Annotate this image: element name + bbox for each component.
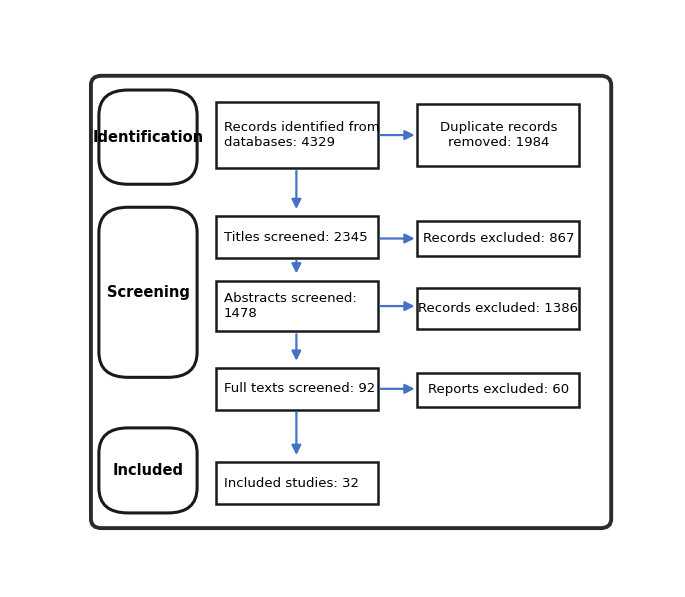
Text: Records identified from
databases: 4329: Records identified from databases: 4329 (223, 121, 379, 149)
FancyBboxPatch shape (417, 221, 580, 256)
FancyBboxPatch shape (216, 281, 377, 331)
FancyBboxPatch shape (216, 217, 377, 258)
Text: Included studies: 32: Included studies: 32 (223, 476, 359, 490)
FancyBboxPatch shape (417, 288, 580, 329)
Text: Titles screened: 2345: Titles screened: 2345 (223, 230, 367, 244)
FancyBboxPatch shape (91, 76, 611, 528)
Text: Screening: Screening (107, 285, 190, 300)
FancyBboxPatch shape (99, 207, 197, 377)
FancyBboxPatch shape (417, 104, 580, 166)
Text: Identification: Identification (92, 130, 203, 144)
FancyBboxPatch shape (216, 368, 377, 410)
Text: Reports excluded: 60: Reports excluded: 60 (428, 383, 569, 396)
FancyBboxPatch shape (99, 428, 197, 513)
Text: Full texts screened: 92: Full texts screened: 92 (223, 382, 375, 395)
Text: Included: Included (112, 463, 184, 478)
FancyBboxPatch shape (417, 373, 580, 407)
Text: Records excluded: 1386: Records excluded: 1386 (419, 302, 578, 315)
FancyBboxPatch shape (99, 90, 197, 184)
Text: Abstracts screened:
1478: Abstracts screened: 1478 (223, 292, 356, 320)
FancyBboxPatch shape (216, 101, 377, 168)
Text: Records excluded: 867: Records excluded: 867 (423, 232, 574, 245)
Text: Duplicate records
removed: 1984: Duplicate records removed: 1984 (440, 121, 557, 149)
FancyBboxPatch shape (216, 462, 377, 504)
